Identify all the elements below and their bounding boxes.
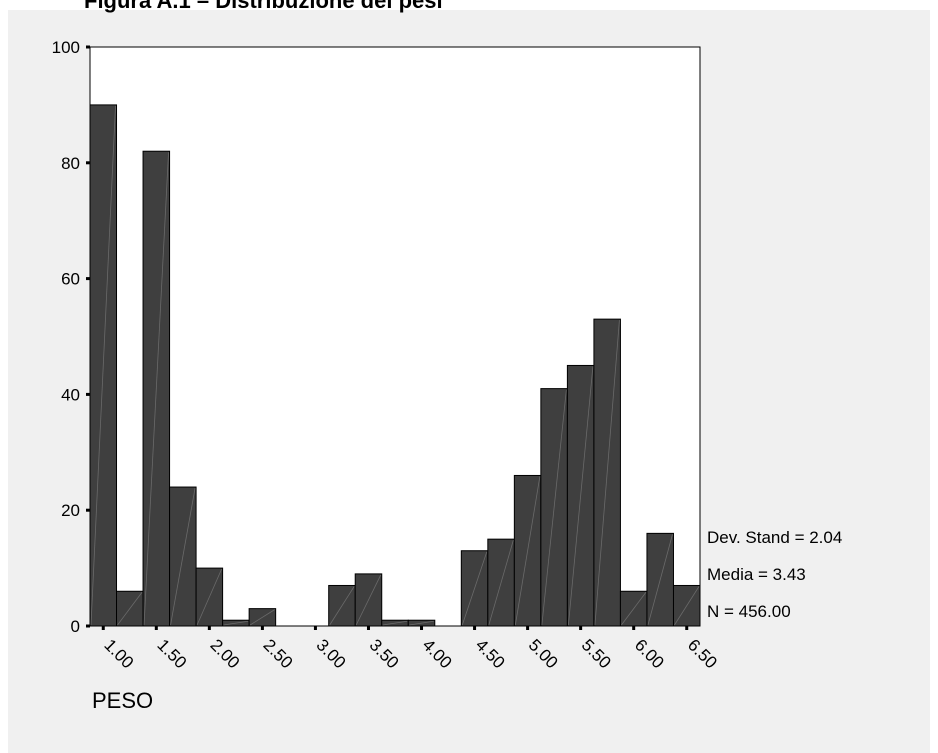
y-tick: [86, 277, 90, 281]
x-tick-label: 6.50: [684, 635, 721, 672]
x-tick: [685, 626, 689, 630]
x-tick: [632, 626, 636, 630]
bar-hatch: [143, 152, 169, 626]
bar-hatch: [621, 592, 647, 626]
x-tick-label: 2.50: [260, 635, 297, 672]
bar-hatch: [594, 320, 620, 626]
y-tick: [86, 45, 90, 49]
x-tick-label: 5.50: [578, 635, 615, 672]
x-tick: [526, 626, 530, 630]
x-tick-label: 4.50: [472, 635, 509, 672]
x-tick-label: 1.50: [153, 635, 190, 672]
x-tick-label: 2.00: [207, 635, 244, 672]
bar-hatch: [488, 540, 514, 626]
x-tick: [101, 626, 105, 630]
bar-hatch: [541, 389, 567, 626]
x-tick-label: 5.00: [525, 635, 562, 672]
figure-title: Figura A.1 – Distribuzione dei pesi: [84, 0, 443, 13]
bar-hatch: [170, 487, 196, 626]
y-tick: [86, 392, 90, 396]
y-tick-label: 80: [61, 154, 80, 173]
histogram-bar: [89, 104, 118, 627]
bar-hatch: [567, 366, 594, 626]
bars-group: [89, 104, 701, 627]
y-tick-label: 40: [61, 385, 80, 404]
x-axis-label: PESO: [92, 688, 154, 713]
x-tick: [579, 626, 583, 630]
y-tick-label: 0: [71, 617, 80, 636]
x-tick-label: 1.00: [100, 635, 137, 672]
bar-hatch: [223, 620, 249, 626]
x-tick: [366, 626, 370, 630]
bar-hatch: [674, 586, 700, 626]
y-tick: [86, 508, 90, 512]
bar-hatch: [514, 476, 541, 626]
x-tick: [260, 626, 264, 630]
x-tick: [207, 626, 211, 630]
bar-hatch: [117, 592, 143, 626]
y-tick: [86, 161, 90, 165]
x-tick-label: 6.00: [631, 635, 668, 672]
x-tick-label: 4.00: [419, 635, 456, 672]
bar-hatch: [461, 551, 488, 626]
y-tick-label: 60: [61, 270, 80, 289]
y-tick: [86, 624, 90, 628]
bar-hatch: [382, 620, 408, 626]
bar-hatch: [249, 609, 275, 626]
bar-hatch: [90, 105, 116, 626]
stat-mean: Media = 3.43: [707, 565, 806, 584]
y-tick-label: 20: [61, 501, 80, 520]
bar-hatch: [329, 586, 355, 626]
bar-hatch: [409, 620, 434, 626]
x-tick-label: 3.00: [313, 635, 350, 672]
stat-n: N = 456.00: [707, 602, 791, 621]
bar-hatch: [196, 568, 222, 626]
x-tick: [154, 626, 158, 630]
bar-hatch: [355, 574, 382, 626]
y-tick-label: 100: [52, 38, 80, 57]
stat-std-dev: Dev. Stand = 2.04: [707, 528, 843, 547]
y-axis: 0 20 40 60 80 100: [52, 38, 90, 636]
bar-hatch: [647, 534, 673, 626]
x-tick: [313, 626, 317, 630]
x-axis: 1.00 1.50 2.00 2.50 3.00 3.50 4.00 4.50 5.00 5.50…: [100, 626, 721, 672]
x-tick-label: 3.50: [366, 635, 403, 672]
x-tick: [473, 626, 477, 630]
x-tick: [420, 626, 424, 630]
